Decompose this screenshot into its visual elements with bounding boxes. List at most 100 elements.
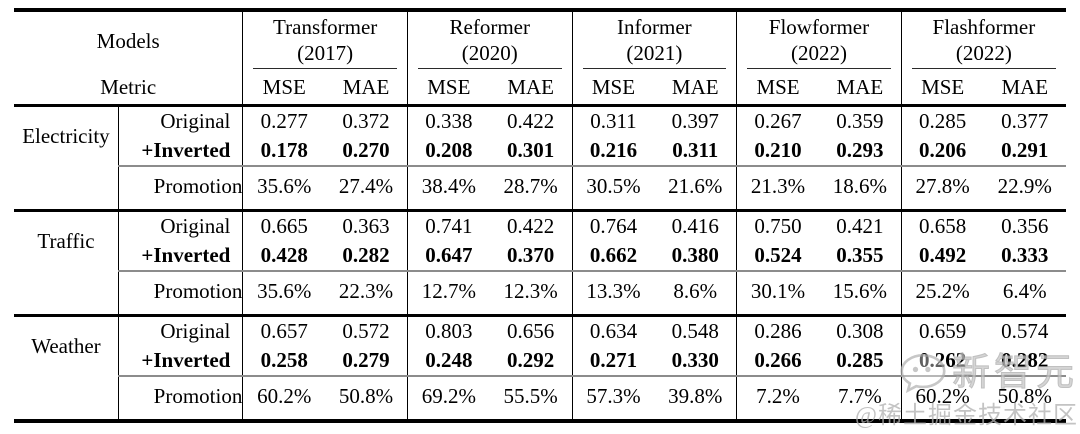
value-cell: 0.248 [406, 346, 490, 376]
value-cell: 0.634 [571, 314, 655, 346]
row-label-inverted: +Inverted [117, 241, 243, 271]
model-header-reformer: Reformer (2020) [406, 10, 573, 70]
promotion-cell: 7.7% [818, 375, 902, 421]
promotion-cell: 27.8% [900, 165, 984, 211]
promotion-cell: 6.4% [983, 270, 1066, 316]
value-cell: 0.262 [900, 346, 984, 376]
promotion-cell: 13.3% [571, 270, 655, 316]
promotion-cell: 25.2% [900, 270, 984, 316]
results-table: Models Transformer (2017) Reformer (2020… [14, 8, 1066, 423]
value-cell: 0.208 [406, 136, 490, 166]
value-cell: 0.282 [342, 243, 390, 267]
value-cell: 0.524 [736, 241, 819, 271]
value-cell: 0.292 [507, 348, 555, 372]
value-cell: 0.266 [736, 346, 819, 376]
value-cell: 0.397 [671, 109, 719, 133]
model-year: (2017) [297, 41, 354, 65]
value-cell: 0.380 [671, 243, 719, 267]
model-year: (2020) [461, 41, 518, 65]
promotion-cell: 21.3% [736, 165, 819, 211]
value-cell: 0.356 [983, 209, 1066, 241]
table-row-traffic-original: Traffic Original 0.665 0.363 0.741 0.422… [14, 209, 1066, 271]
model-header-informer: Informer (2021) [571, 10, 737, 70]
value-cell: 0.422 [489, 209, 573, 241]
value-cell: 0.657 [242, 314, 326, 346]
value-cell: 0.293 [836, 138, 884, 162]
model-name: Transformer [273, 15, 378, 40]
model-year: (2022) [790, 41, 847, 65]
value-cell: 0.572 [325, 314, 408, 346]
promotion-cell: 30.1% [736, 270, 819, 316]
value-cell: 0.333 [1001, 243, 1049, 267]
model-header-transformer: Transformer (2017) [242, 10, 408, 70]
value-cell: 0.279 [342, 348, 390, 372]
promotion-cell: 18.6% [818, 165, 902, 211]
value-cell: 0.377 [1001, 109, 1049, 133]
value-cell: 0.741 [406, 209, 490, 241]
value-cell: 0.282 [1001, 348, 1049, 372]
table-row-weather-original: Weather Original 0.657 0.572 0.803 0.656… [14, 314, 1066, 376]
model-year: (2022) [955, 41, 1012, 65]
value-cell: 0.665 [242, 209, 326, 241]
value-cell: 0.428 [242, 241, 326, 271]
promotion-cell: 8.6% [654, 270, 737, 316]
model-name: Flowformer [768, 15, 870, 40]
value-cell: 0.803 [406, 314, 490, 346]
metric-header-mse: MSE [736, 70, 819, 107]
promotion-cell: 12.7% [406, 270, 490, 316]
table-row-traffic-inverted: +Inverted 0.428 0.282 0.647 0.370 0.662 … [14, 241, 1066, 271]
promotion-cell: 22.3% [325, 270, 408, 316]
table-row-traffic-promotion: Promotion 35.6% 22.3% 12.7% 12.3% 13.3% … [14, 270, 1066, 316]
value-cell: 0.271 [571, 346, 655, 376]
value-cell: 0.291 [1001, 138, 1049, 162]
promotion-cell: 50.8% [983, 375, 1066, 421]
metric-header-mae: MAE [325, 70, 408, 107]
row-label-inverted: +Inverted [117, 346, 243, 376]
model-name: Flashformer [932, 15, 1036, 40]
value-cell: 0.370 [507, 243, 555, 267]
promotion-cell: 28.7% [489, 165, 573, 211]
value-cell: 0.216 [571, 136, 655, 166]
table-row-weather-promotion: Promotion 60.2% 50.8% 69.2% 55.5% 57.3% … [14, 375, 1066, 421]
empty-cell [14, 166, 118, 211]
value-cell: 0.178 [242, 136, 326, 166]
model-header-flashformer: Flashformer (2022) [900, 10, 1066, 70]
value-cell: 0.206 [900, 136, 984, 166]
model-name: Informer [617, 15, 692, 40]
value-cell: 0.338 [406, 105, 490, 136]
promotion-cell: 12.3% [489, 270, 573, 316]
model-year: (2021) [626, 41, 683, 65]
promotion-cell: 60.2% [900, 375, 984, 421]
value-cell: 0.267 [736, 105, 819, 136]
value-cell: 0.492 [900, 241, 984, 271]
value-cell: 0.285 [900, 105, 984, 136]
models-header-row: Models Transformer (2017) Reformer (2020… [14, 10, 1066, 70]
model-name: Reformer [449, 15, 530, 40]
value-cell: 0.662 [571, 241, 655, 271]
row-label-inverted: +Inverted [117, 136, 243, 166]
promotion-cell: 60.2% [242, 375, 326, 421]
row-label-promotion: Promotion [117, 375, 243, 421]
promotion-cell: 7.2% [736, 375, 819, 421]
metric-header-mse: MSE [900, 70, 984, 107]
row-label-original: Original [117, 105, 243, 136]
empty-cell [14, 271, 118, 316]
empty-cell [14, 376, 118, 421]
metric-label: Metric [14, 70, 243, 107]
model-header-flowformer: Flowformer (2022) [736, 10, 902, 70]
promotion-cell: 55.5% [489, 375, 573, 421]
table-row-electricity-inverted: +Inverted 0.178 0.270 0.208 0.301 0.216 … [14, 136, 1066, 166]
metric-header-mse: MSE [571, 70, 655, 107]
metric-header-row: Metric MSE MAE MSE MAE MSE MAE MSE MAE M… [14, 70, 1066, 107]
value-cell: 0.301 [507, 138, 555, 162]
dataset-label-traffic: Traffic [14, 209, 119, 271]
models-label: Models [96, 28, 160, 53]
row-label-original: Original [117, 314, 243, 346]
metric-header-mae: MAE [489, 70, 573, 107]
promotion-cell: 35.6% [242, 270, 326, 316]
promotion-cell: 21.6% [654, 165, 737, 211]
metric-header-mse: MSE [242, 70, 326, 107]
dataset-label-weather: Weather [14, 314, 119, 376]
value-cell: 0.658 [900, 209, 984, 241]
value-cell: 0.308 [818, 314, 902, 346]
